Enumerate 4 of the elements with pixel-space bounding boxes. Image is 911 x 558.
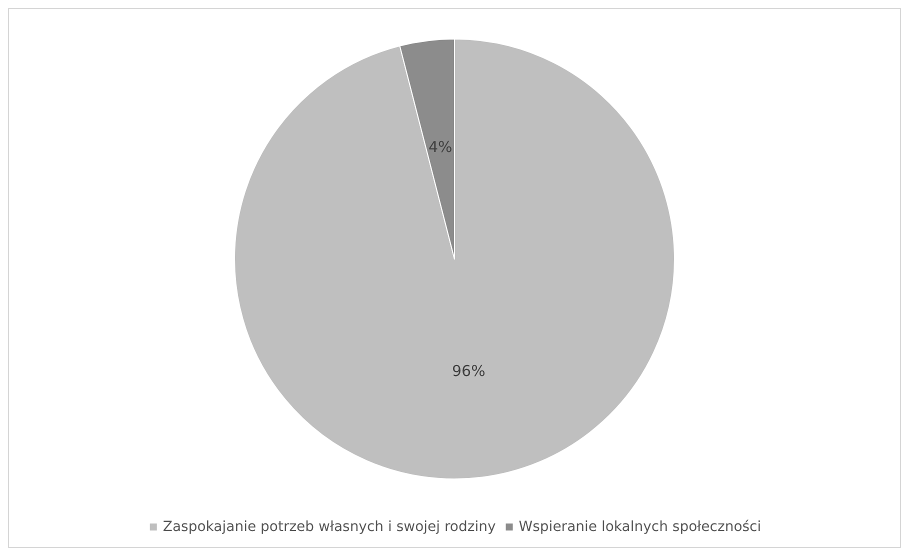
legend-label: Zaspokajanie potrzeb własnych i swojej rodziny xyxy=(162,519,496,535)
legend-label: Wspieranie lokalnych społeczności xyxy=(518,519,762,535)
data-label: 96% xyxy=(452,362,486,380)
data-label: 4% xyxy=(428,138,452,156)
